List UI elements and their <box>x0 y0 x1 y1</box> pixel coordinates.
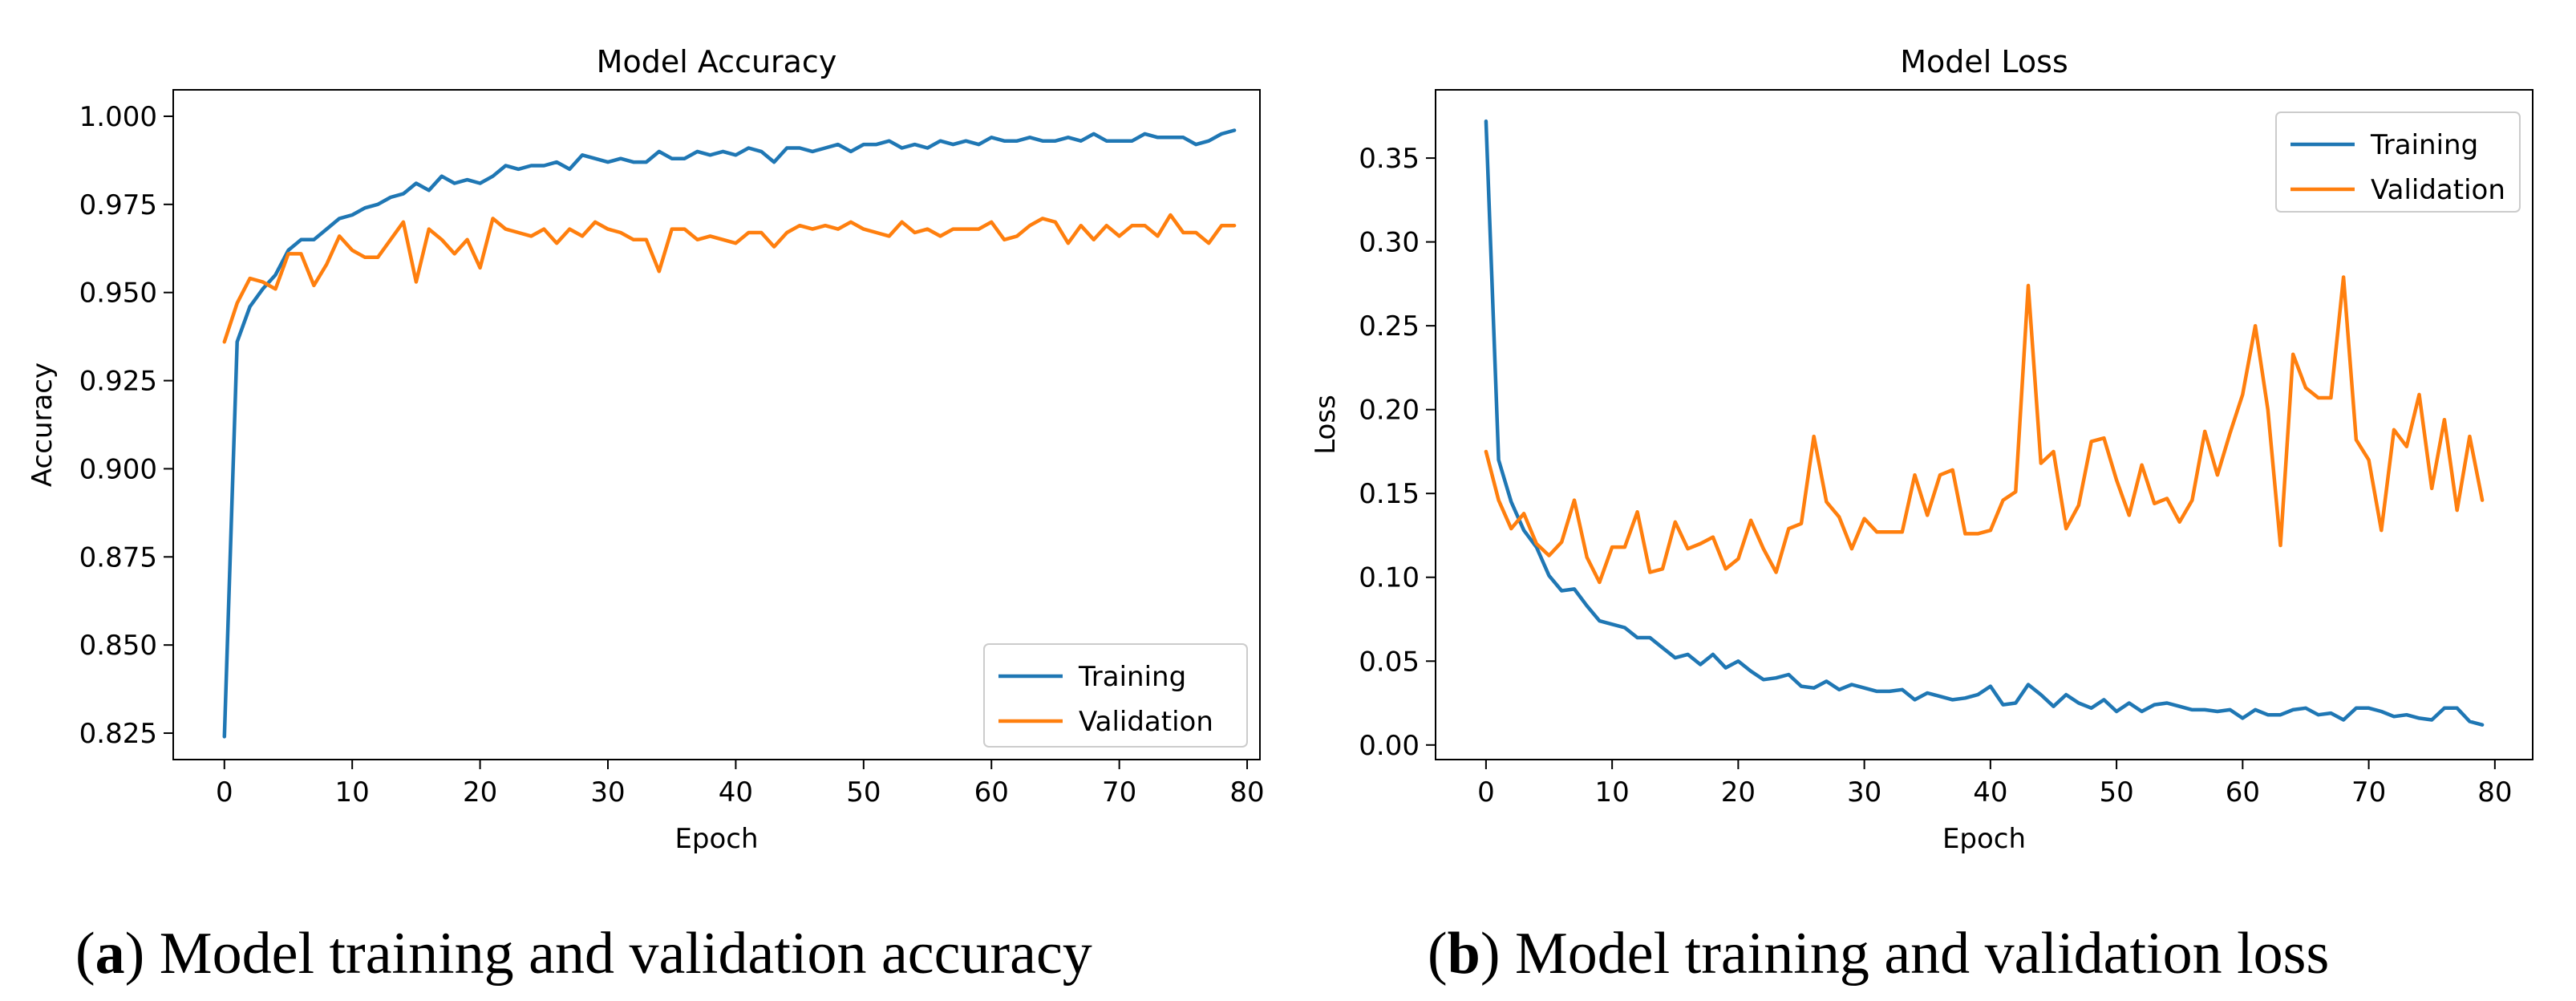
chart0-xlabel: Epoch <box>674 823 758 855</box>
caption-b-label: b <box>1448 921 1480 987</box>
chart1-ytick-label: 0.20 <box>1359 395 1420 427</box>
chart1-ytick-label: 0.25 <box>1359 310 1420 342</box>
accuracy-chart: 0 10 20 30 40 50 60 70 80 0.825 0.850 0.875 0.900 0.9… <box>26 44 1265 855</box>
caption-b-text: ) Model training and validation loss <box>1480 921 2329 987</box>
chart0-xtick-label: 0 <box>216 776 233 808</box>
chart0-xtick-label: 10 <box>335 776 370 808</box>
chart0-series-validation-line <box>222 213 1237 344</box>
chart1-xtick-label: 80 <box>2477 776 2512 808</box>
chart1-legend-label-training: Training <box>2370 129 2478 161</box>
chart0-ytick-label: 0.900 <box>79 453 157 485</box>
chart0-xtick-label: 30 <box>590 776 625 808</box>
chart0-xtick-label: 70 <box>1102 776 1136 808</box>
chart0-ytick-label: 0.825 <box>79 718 157 750</box>
chart0-legend-label-training: Training <box>1078 661 1186 693</box>
caption-b: (b) Model training and validation loss <box>1428 921 2329 987</box>
chart1-xtick-label: 0 <box>1477 776 1495 808</box>
caption-a: (a) Model training and validation accura… <box>75 921 1092 987</box>
chart1-xtick-label: 10 <box>1595 776 1630 808</box>
chart0-ytick-label: 0.950 <box>79 278 157 310</box>
chart0-ytick-label: 0.925 <box>79 366 157 398</box>
chart0-xtick-label: 80 <box>1229 776 1264 808</box>
chart1-ytick-label: 0.35 <box>1359 143 1420 175</box>
chart0-ylabel: Accuracy <box>26 363 59 487</box>
chart0-ytick-label: 0.875 <box>79 541 157 573</box>
chart0-xtick-label: 20 <box>463 776 497 808</box>
chart0-title: Model Accuracy <box>597 44 837 79</box>
chart1-ytick-label: 0.30 <box>1359 227 1420 259</box>
chart1-xtick-label: 70 <box>2351 776 2386 808</box>
chart0-xtick-label: 40 <box>719 776 753 808</box>
chart0-xtick-label: 60 <box>974 776 1009 808</box>
chart1-xtick-label: 30 <box>1847 776 1881 808</box>
chart1-series-validation-line <box>1484 275 2485 585</box>
chart1-ytick-label: 0.10 <box>1359 562 1420 594</box>
chart1-xtick-label: 40 <box>1973 776 2007 808</box>
chart0-legend: Training Validation <box>983 643 1248 748</box>
chart1-legend-box <box>2275 111 2521 213</box>
chart1-series-training-line <box>1484 119 2485 727</box>
chart1-xtick-label: 50 <box>2099 776 2133 808</box>
chart1-xtick-label: 20 <box>1721 776 1756 808</box>
chart1-xtick-label: 60 <box>2226 776 2260 808</box>
chart1-ytick-label: 0.00 <box>1359 730 1420 762</box>
chart1-title: Model Loss <box>1900 44 2068 79</box>
chart1-legend-label-validation: Validation <box>2371 174 2505 206</box>
chart1-legend: Training Validation <box>2275 111 2521 213</box>
chart0-ytick-label: 1.000 <box>79 101 157 133</box>
loss-chart: 0 10 20 30 40 50 60 70 80 0.00 0.05 0.10 0.15 0.20 0.2… <box>1310 44 2533 855</box>
chart1-xlabel: Epoch <box>1942 823 2026 855</box>
chart1-axes-frame <box>1435 89 2533 760</box>
chart1-ytick-label: 0.05 <box>1359 646 1420 678</box>
chart0-ytick-label: 0.850 <box>79 630 157 662</box>
caption-a-text: ) Model training and validation accuracy <box>125 921 1092 987</box>
caption-a-label: a <box>95 921 125 987</box>
chart1-ytick-label: 0.15 <box>1359 478 1420 510</box>
chart0-series-training-line <box>222 128 1237 739</box>
chart0-xtick-label: 50 <box>846 776 881 808</box>
chart0-legend-label-validation: Validation <box>1079 706 1213 738</box>
chart0-ytick-label: 0.975 <box>79 189 157 221</box>
chart1-ylabel: Loss <box>1310 395 1342 455</box>
chart0-axes-frame <box>172 89 1261 760</box>
